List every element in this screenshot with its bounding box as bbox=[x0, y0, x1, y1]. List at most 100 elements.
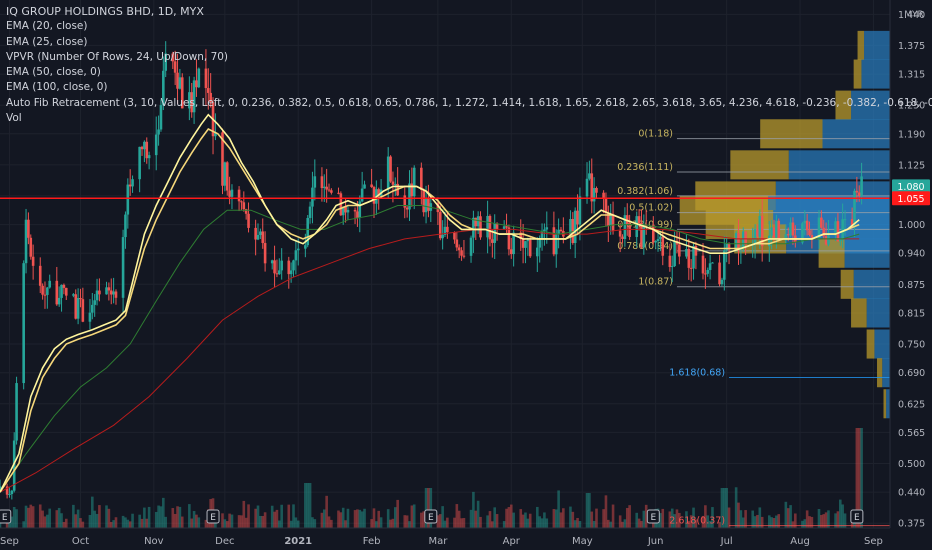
volume-bar bbox=[843, 513, 847, 528]
volume-bar bbox=[817, 509, 821, 528]
volume-bar bbox=[393, 507, 397, 528]
volume-bar bbox=[375, 521, 378, 528]
candle bbox=[623, 207, 627, 247]
candle bbox=[744, 231, 747, 255]
volume-bar bbox=[330, 519, 333, 528]
volume-bar bbox=[488, 511, 492, 528]
candle bbox=[372, 185, 376, 218]
volume-bar bbox=[79, 518, 82, 528]
candle bbox=[410, 167, 414, 207]
candle bbox=[805, 213, 809, 236]
x-tick-9: Jun bbox=[647, 536, 664, 547]
candle bbox=[843, 210, 847, 236]
candle bbox=[538, 235, 541, 263]
vpvr-down-3 bbox=[760, 119, 823, 149]
candle bbox=[694, 241, 698, 270]
indicator-ema50[interactable]: EMA (50, close, 0) bbox=[6, 66, 101, 79]
indicator-volume[interactable]: Vol bbox=[6, 112, 22, 125]
candle bbox=[453, 231, 456, 244]
candle bbox=[330, 188, 333, 195]
volume-bar bbox=[313, 519, 317, 528]
y-tick-13: 0.625 bbox=[898, 399, 925, 410]
volume-bar bbox=[602, 509, 605, 528]
indicator-vpvr[interactable]: VPVR (Number Of Rows, 24, Up/Down, 70) bbox=[6, 50, 229, 63]
candle bbox=[841, 203, 844, 249]
volume-bar bbox=[164, 516, 167, 528]
volume-bar bbox=[528, 513, 532, 528]
candle bbox=[240, 200, 243, 210]
candle bbox=[668, 243, 672, 272]
candle bbox=[360, 171, 364, 203]
earnings-marker-0: E bbox=[0, 509, 12, 524]
volume-bar bbox=[147, 506, 151, 528]
candle bbox=[105, 281, 108, 295]
svg-text:E: E bbox=[2, 513, 8, 523]
candle bbox=[344, 199, 347, 223]
volume-bar bbox=[294, 517, 298, 528]
x-tick-11: Aug bbox=[790, 536, 810, 547]
volume-bar bbox=[540, 518, 544, 528]
volume-bar bbox=[744, 510, 747, 528]
volume-bar bbox=[526, 518, 530, 528]
volume-bar bbox=[640, 520, 643, 528]
candle bbox=[403, 185, 407, 219]
candle bbox=[263, 231, 267, 272]
volume-bar bbox=[689, 515, 693, 528]
volume-bar bbox=[618, 515, 622, 528]
candle bbox=[678, 230, 681, 265]
volume-bar bbox=[474, 510, 478, 528]
volume-bar bbox=[427, 488, 430, 528]
volume-bar bbox=[197, 517, 201, 528]
volume-bar bbox=[595, 508, 598, 528]
candle bbox=[628, 214, 631, 240]
volume-bar bbox=[422, 511, 425, 528]
candle bbox=[322, 174, 326, 202]
chart-title: IQ GROUP HOLDINGS BHD, 1D, MYX bbox=[6, 5, 204, 18]
volume-bar bbox=[801, 520, 804, 528]
candle bbox=[557, 218, 560, 249]
candle bbox=[76, 288, 80, 325]
candle bbox=[838, 238, 842, 246]
y-tick-5: 1.125 bbox=[898, 160, 925, 171]
candle bbox=[576, 194, 579, 236]
volume-bar bbox=[554, 509, 558, 528]
vpvr-up-13 bbox=[882, 358, 890, 388]
candle bbox=[701, 243, 705, 280]
vpvr-up-9 bbox=[844, 238, 890, 268]
indicator-auto-fib[interactable]: Auto Fib Retracement (3, 10, Values, Lef… bbox=[6, 96, 932, 109]
volume-bar bbox=[810, 516, 814, 528]
vpvr-up-10 bbox=[853, 269, 890, 299]
volume-bar bbox=[545, 518, 549, 528]
candle bbox=[446, 211, 449, 239]
volume-bar bbox=[278, 520, 281, 528]
price-tag-0: 1.080 bbox=[892, 179, 930, 194]
candle bbox=[609, 203, 612, 235]
volume-bar bbox=[462, 518, 466, 528]
candle bbox=[72, 293, 75, 298]
indicator-ema100[interactable]: EMA (100, close, 0) bbox=[6, 81, 108, 94]
indicator-ema20[interactable]: EMA (20, close) bbox=[6, 20, 88, 33]
candle bbox=[289, 262, 293, 283]
volume-bar bbox=[685, 511, 688, 528]
vpvr-up-0 bbox=[864, 30, 890, 60]
volume-bar bbox=[569, 506, 572, 528]
volume-bar bbox=[140, 518, 144, 528]
candle bbox=[803, 210, 807, 236]
candle bbox=[524, 240, 527, 264]
volume-bar bbox=[360, 511, 364, 528]
volume-bar bbox=[377, 510, 381, 528]
volume-bar bbox=[741, 517, 745, 528]
volume-bar bbox=[576, 517, 579, 528]
candle bbox=[519, 219, 523, 251]
candle bbox=[554, 229, 558, 268]
volume-bar bbox=[808, 516, 811, 528]
volume-bar bbox=[173, 513, 177, 528]
candle bbox=[590, 158, 594, 214]
volume-bar bbox=[659, 513, 662, 528]
x-tick-5: Feb bbox=[363, 536, 381, 547]
candle bbox=[180, 73, 184, 109]
indicator-ema25[interactable]: EMA (25, close) bbox=[6, 35, 88, 48]
volume-bar bbox=[64, 518, 68, 528]
